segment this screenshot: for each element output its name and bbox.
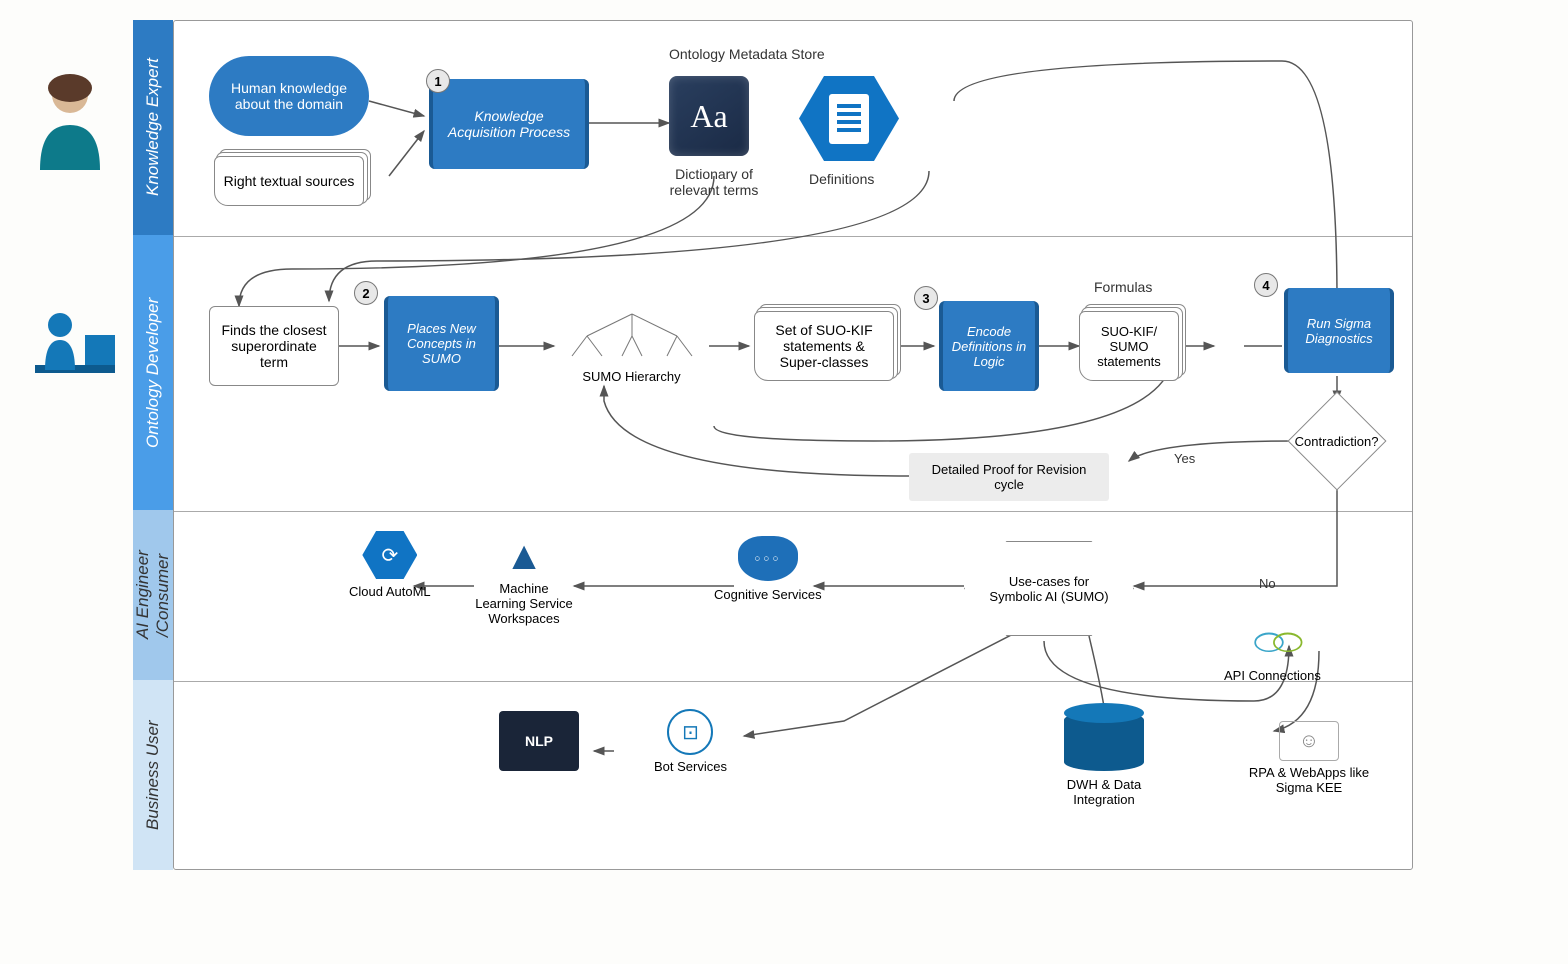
detailed-proof-node: Detailed Proof for Revision cycle bbox=[909, 453, 1109, 501]
diagram-canvas: Human knowledge about the domain Right t… bbox=[173, 20, 1413, 870]
bot-services-node: ⊡ Bot Services bbox=[654, 709, 727, 774]
node-label: Places New Concepts in SUMO bbox=[396, 321, 487, 366]
contradiction-decision: Contradiction? bbox=[1288, 392, 1387, 491]
rpa-node: ☺ RPA & WebApps like Sigma KEE bbox=[1234, 721, 1384, 795]
yes-label: Yes bbox=[1174, 451, 1195, 466]
run-sigma-node: Run Sigma Diagnostics bbox=[1284, 288, 1394, 373]
edges-layer bbox=[174, 21, 1414, 871]
node-label: Human knowledge about the domain bbox=[221, 80, 357, 112]
rpa-icon: ☺ bbox=[1279, 721, 1339, 761]
finds-closest-node: Finds the closest superordinate term bbox=[209, 306, 339, 386]
suokif-statements-node: Set of SUO-KIF statements & Super-classe… bbox=[754, 311, 894, 381]
step-badge-4: 4 bbox=[1254, 273, 1278, 297]
node-label: Set of SUO-KIF statements & Super-classe… bbox=[763, 322, 885, 370]
ml-workspaces-node: ▲ Machine Learning Service Workspaces bbox=[474, 531, 574, 626]
ontology-store-header: Ontology Metadata Store bbox=[669, 46, 825, 62]
nlp-icon: NLP bbox=[499, 711, 579, 771]
cognitive-label: Cognitive Services bbox=[714, 587, 822, 602]
nlp-node: NLP bbox=[499, 711, 579, 771]
node-label: SUO-KIF/ SUMO statements bbox=[1088, 324, 1170, 369]
lane-ontology-developer: Ontology Developer bbox=[133, 235, 173, 510]
step-badge-1: 1 bbox=[426, 69, 450, 93]
node-label: Encode Definitions in Logic bbox=[951, 324, 1027, 369]
cloud-automl-node: ⟳ Cloud AutoML bbox=[349, 531, 431, 599]
api-connections-node: ⬭⬭ API Connections bbox=[1224, 621, 1321, 683]
node-label: Run Sigma Diagnostics bbox=[1296, 316, 1382, 346]
dwh-label: DWH & Data Integration bbox=[1059, 777, 1149, 807]
knowledge-acquisition-node: Knowledge Acquisition Process bbox=[429, 79, 589, 169]
sumo-hierarchy-label: SUMO Hierarchy bbox=[554, 369, 709, 384]
places-new-concepts-node: Places New Concepts in SUMO bbox=[384, 296, 499, 391]
definitions-hex bbox=[799, 76, 899, 161]
lane-business-user: Business User bbox=[133, 680, 173, 870]
suokif-sumo-node: SUO-KIF/ SUMO statements bbox=[1079, 311, 1179, 381]
swimlane-labels: Knowledge Expert Ontology Developer AI E… bbox=[133, 20, 173, 870]
api-label: API Connections bbox=[1224, 668, 1321, 683]
dict-glyph: Aa bbox=[669, 76, 749, 156]
ontology-developer-avatar bbox=[30, 295, 120, 395]
ml-icon: ▲ bbox=[499, 531, 549, 581]
dwh-node: DWH & Data Integration bbox=[1059, 711, 1149, 807]
human-knowledge-node: Human knowledge about the domain bbox=[209, 56, 369, 136]
lane-knowledge-expert: Knowledge Expert bbox=[133, 20, 173, 235]
lane-divider bbox=[174, 511, 1412, 512]
encode-definitions-node: Encode Definitions in Logic bbox=[939, 301, 1039, 391]
dictionary-label: Dictionary of relevant terms bbox=[654, 166, 774, 198]
cognitive-services-node: Cognitive Services bbox=[714, 536, 822, 602]
node-label: Knowledge Acquisition Process bbox=[441, 108, 577, 140]
node-label: Right textual sources bbox=[224, 173, 355, 189]
doc-icon bbox=[829, 94, 869, 144]
link-icon: ⬭⬭ bbox=[1224, 621, 1321, 664]
dictionary-icon: Aa bbox=[669, 76, 749, 156]
step-badge-2: 2 bbox=[354, 281, 378, 305]
no-label: No bbox=[1259, 576, 1276, 591]
lane-divider bbox=[174, 236, 1412, 237]
formulas-header: Formulas bbox=[1094, 279, 1152, 295]
robot-icon: ⊡ bbox=[667, 709, 713, 755]
cloud-automl-label: Cloud AutoML bbox=[349, 584, 431, 599]
ml-workspaces-label: Machine Learning Service Workspaces bbox=[474, 581, 574, 626]
lane-ai-engineer: AI Engineer /Consumer bbox=[133, 510, 173, 680]
usecases-node: Use-cases for Symbolic AI (SUMO) bbox=[964, 541, 1134, 636]
step-badge-3: 3 bbox=[914, 286, 938, 310]
right-textual-node: Right textual sources bbox=[214, 156, 364, 206]
node-label: Detailed Proof for Revision cycle bbox=[919, 462, 1099, 492]
cylinder-icon bbox=[1064, 711, 1144, 771]
bot-label: Bot Services bbox=[654, 759, 727, 774]
brain-icon bbox=[738, 536, 798, 581]
node-label: Use-cases for Symbolic AI (SUMO) bbox=[983, 574, 1115, 604]
sumo-hierarchy-node: SUMO Hierarchy bbox=[554, 306, 709, 384]
node-label: Contradiction? bbox=[1295, 434, 1379, 449]
definitions-label: Definitions bbox=[809, 171, 874, 187]
rpa-label: RPA & WebApps like Sigma KEE bbox=[1234, 765, 1384, 795]
node-label: Finds the closest superordinate term bbox=[218, 322, 330, 370]
knowledge-expert-avatar bbox=[30, 70, 110, 170]
automl-icon: ⟳ bbox=[362, 531, 417, 579]
